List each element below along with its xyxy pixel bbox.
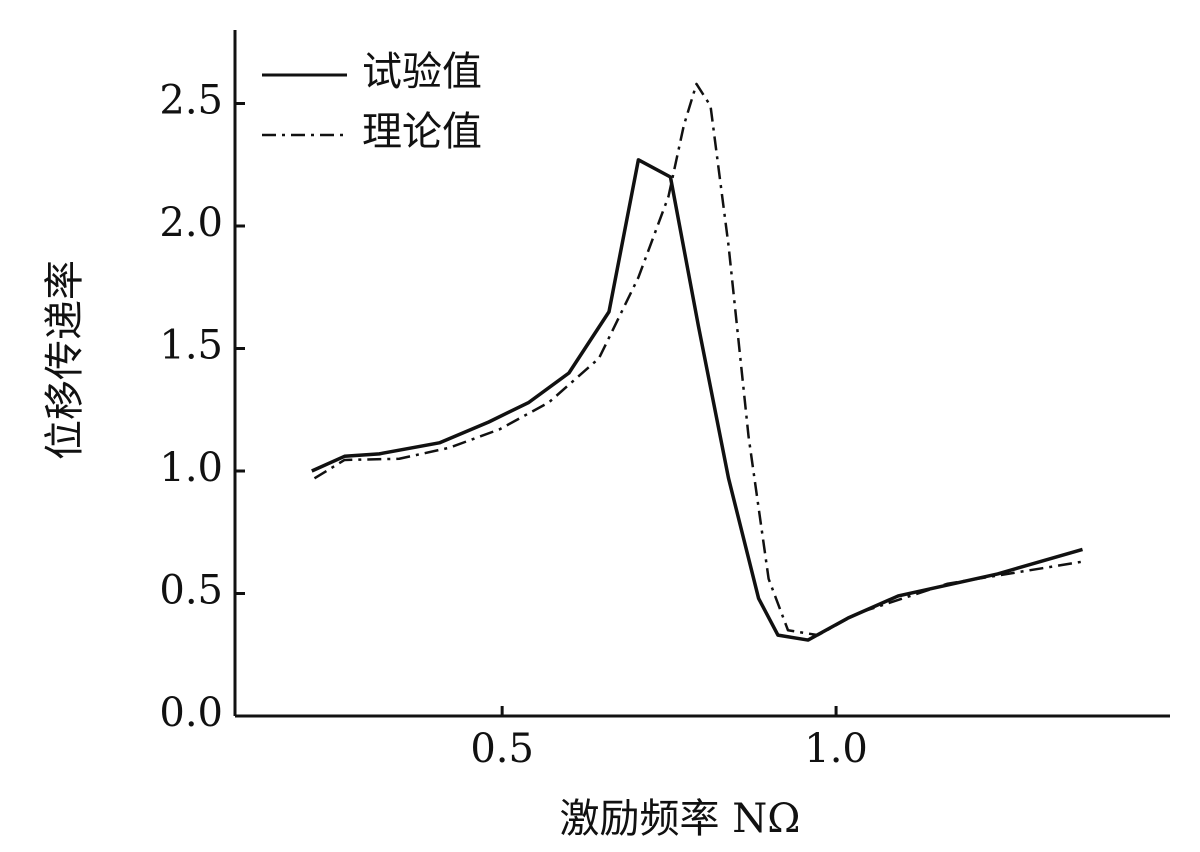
y-tick-label: 2.0: [159, 200, 223, 246]
x-axis-label: 激励频率 NΩ: [560, 796, 801, 842]
legend-label: 理论值: [362, 109, 482, 155]
legend-label: 试验值: [362, 49, 482, 95]
y-tick-label: 1.0: [159, 445, 223, 491]
y-axis-label: 位移传递率: [42, 260, 88, 460]
y-tick-label: 0.0: [159, 690, 223, 736]
x-tick-label: 0.5: [470, 726, 534, 772]
x-tick-label: 1.0: [804, 726, 868, 772]
data-line: [313, 82, 1083, 637]
data-line: [311, 158, 1083, 642]
y-tick-label: 1.5: [159, 323, 223, 369]
y-tick-label: 2.5: [159, 78, 223, 124]
y-tick-label: 0.5: [159, 568, 223, 614]
